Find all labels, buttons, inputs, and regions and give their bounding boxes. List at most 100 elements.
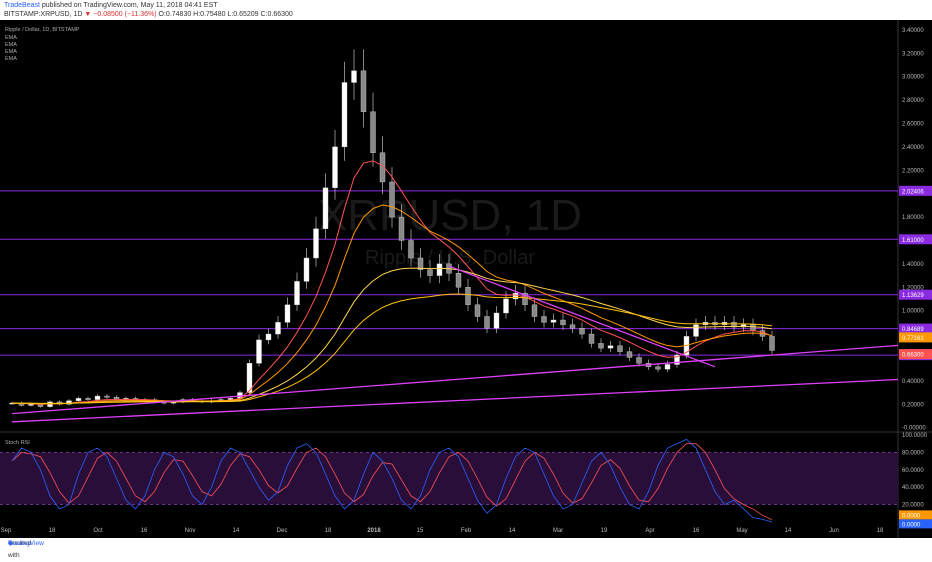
candle-body: [579, 328, 585, 335]
level-tag-label: 1.13629: [902, 293, 924, 299]
candle-body: [493, 312, 500, 329]
stoch-tag-label: 0.0000: [902, 522, 921, 528]
x-tick-label: 14: [509, 528, 516, 534]
candle-body: [750, 324, 756, 331]
watermark-symbol: XRPUSD, 1D: [318, 191, 582, 240]
level-tag-bg: [899, 289, 932, 300]
stoch-y-tick: 80.0000: [902, 450, 924, 456]
stoch-d-line: [11, 443, 773, 521]
stoch-k-line: [11, 438, 773, 523]
publish-info: published on TradingView.com, May 11, 20…: [41, 2, 218, 9]
candle-body: [303, 257, 310, 282]
y-tick-label: 1.20000: [902, 285, 924, 291]
candle-body: [626, 351, 633, 358]
publish-line: TradeBeast published on TradingView.com,…: [4, 1, 218, 10]
y-tick-label: 1.00000: [902, 309, 924, 315]
price-tag-label: 0.66300: [902, 353, 924, 359]
level-tag-label: 1.61000: [902, 238, 924, 244]
candle-body: [484, 316, 490, 329]
x-tick-label: Apr: [645, 528, 654, 534]
legend-title: Ripple / Dollar, 1D, BITSTAMP: [5, 27, 80, 33]
candle-body: [227, 398, 234, 400]
legend-indicator: EMA: [5, 42, 17, 48]
candle-body: [664, 364, 671, 370]
x-tick-label: Nov: [185, 528, 196, 534]
symbol-label: BITSTAMP:XRPUSD, 1D: [4, 11, 83, 18]
candle-body: [28, 404, 34, 406]
candle-body: [75, 398, 82, 401]
candle-body: [474, 304, 481, 317]
candle-body: [379, 152, 386, 183]
candle-body: [512, 292, 519, 300]
candle-body: [408, 240, 414, 259]
candle-body: [398, 216, 405, 241]
ema-line: [11, 160, 773, 405]
x-tick-label: 14: [233, 528, 240, 534]
y-tick-label: 2.80000: [902, 98, 924, 104]
trendline: [448, 265, 716, 368]
candle-body: [436, 263, 443, 276]
candle-body: [617, 345, 623, 352]
stoch-tag-bg: [899, 519, 932, 529]
candle-body: [769, 336, 775, 351]
price-tag-bg: [899, 349, 932, 360]
candle-body: [455, 273, 462, 288]
candle-body: [693, 324, 699, 337]
candle-body: [522, 292, 528, 306]
candle-body: [740, 324, 747, 328]
ema-line: [11, 267, 773, 405]
y-tick-label: 2.20000: [902, 168, 924, 174]
price-change: ▼ −0.08500 (−11.36%): [84, 11, 157, 18]
candle-body: [550, 319, 557, 323]
candle-body: [85, 398, 91, 400]
x-tick-label: 14: [785, 528, 792, 534]
symbol-line: BITSTAMP:XRPUSD, 1D ▼ −0.08500 (−11.36%)…: [4, 10, 293, 19]
candle-body: [322, 187, 329, 229]
ema-line: [11, 293, 773, 404]
candle-body: [674, 354, 680, 365]
candle-body: [655, 366, 661, 370]
x-tick-label: 16: [141, 528, 148, 534]
candle-body: [94, 395, 101, 400]
stoch-y-tick: 60.0000: [902, 468, 924, 474]
candle-body: [275, 322, 281, 335]
x-tick-label: Feb: [461, 528, 472, 534]
candle-body: [465, 287, 471, 306]
chart-area[interactable]: XRPUSD, 1D Ripple / U.S. Dollar Ripple / D…: [0, 20, 932, 538]
author-link[interactable]: TradeBeast: [4, 2, 40, 9]
candle-body: [560, 319, 566, 325]
level-tag-label: 0.84689: [902, 327, 924, 333]
x-tick-label: 18: [49, 528, 56, 534]
level-tag-bg: [899, 323, 932, 334]
y-tick-label: 2.40000: [902, 145, 924, 151]
candle-body: [332, 146, 338, 189]
x-tick-label: 15: [417, 528, 424, 534]
stoch-title: Stoch RSI: [5, 440, 30, 446]
y-tick-label: 0.20000: [902, 402, 924, 408]
candle-body: [341, 82, 348, 148]
stoch-y-tick: 20.0000: [902, 503, 924, 509]
candle-body: [598, 343, 604, 349]
stoch-y-tick: 40.0000: [902, 485, 924, 491]
tradingview-logo-icon[interactable]: ◆: [8, 540, 13, 547]
level-tag-bg: [899, 185, 932, 196]
y-tick-label: 1.40000: [902, 262, 924, 268]
stoch-y-tick: 100.0000: [902, 433, 928, 439]
x-tick-label: Sep: [1, 528, 12, 534]
y-tick-label: 0.40000: [902, 379, 924, 385]
legend-indicator: EMA: [5, 49, 17, 55]
trendline: [11, 378, 899, 423]
candle-body: [636, 357, 642, 364]
stoch-tag-label: 0.0000: [902, 513, 921, 519]
x-tick-label: Mar: [553, 528, 563, 534]
footer-brand[interactable]: TradingView: [8, 540, 44, 547]
y-tick-label: 3.40000: [902, 28, 924, 34]
price-tag-bg: [899, 332, 932, 343]
stoch-tag-bg: [899, 510, 932, 520]
x-tick-label: 18: [877, 528, 884, 534]
candle-body: [294, 281, 300, 306]
candle-body: [351, 70, 357, 83]
x-tick-label: 18: [325, 528, 332, 534]
y-tick-label: -0.00000: [902, 426, 926, 432]
x-tick-label: 16: [693, 528, 700, 534]
